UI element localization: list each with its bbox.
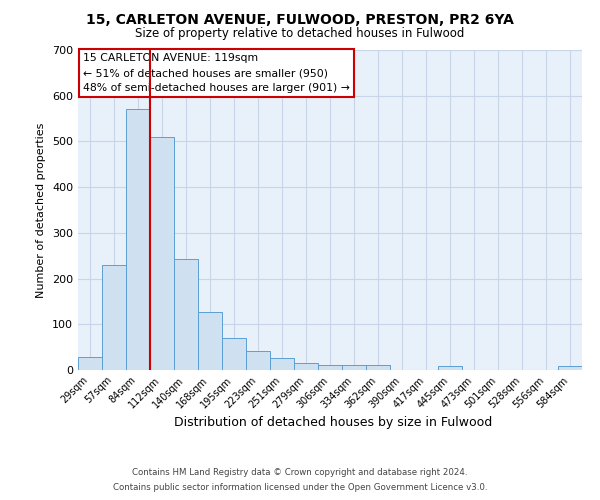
Bar bbox=[438, 366, 462, 370]
Bar bbox=[78, 357, 102, 370]
Bar bbox=[558, 366, 582, 370]
Bar bbox=[126, 110, 150, 370]
Text: Contains public sector information licensed under the Open Government Licence v3: Contains public sector information licen… bbox=[113, 483, 487, 492]
Bar bbox=[342, 365, 366, 370]
Bar bbox=[150, 137, 174, 370]
Text: Contains HM Land Registry data © Crown copyright and database right 2024.: Contains HM Land Registry data © Crown c… bbox=[132, 468, 468, 477]
Text: Distribution of detached houses by size in Fulwood: Distribution of detached houses by size … bbox=[174, 416, 492, 429]
Bar bbox=[198, 312, 222, 370]
Bar bbox=[366, 365, 390, 370]
Text: Size of property relative to detached houses in Fulwood: Size of property relative to detached ho… bbox=[136, 28, 464, 40]
Bar bbox=[222, 338, 246, 370]
Bar bbox=[246, 351, 270, 370]
Bar bbox=[294, 363, 318, 370]
Text: 15 CARLETON AVENUE: 119sqm
← 51% of detached houses are smaller (950)
48% of sem: 15 CARLETON AVENUE: 119sqm ← 51% of deta… bbox=[83, 53, 350, 93]
Bar bbox=[270, 358, 294, 370]
Bar bbox=[174, 260, 198, 370]
Bar bbox=[318, 365, 342, 370]
Text: 15, CARLETON AVENUE, FULWOOD, PRESTON, PR2 6YA: 15, CARLETON AVENUE, FULWOOD, PRESTON, P… bbox=[86, 12, 514, 26]
Y-axis label: Number of detached properties: Number of detached properties bbox=[37, 122, 46, 298]
Bar bbox=[102, 265, 126, 370]
